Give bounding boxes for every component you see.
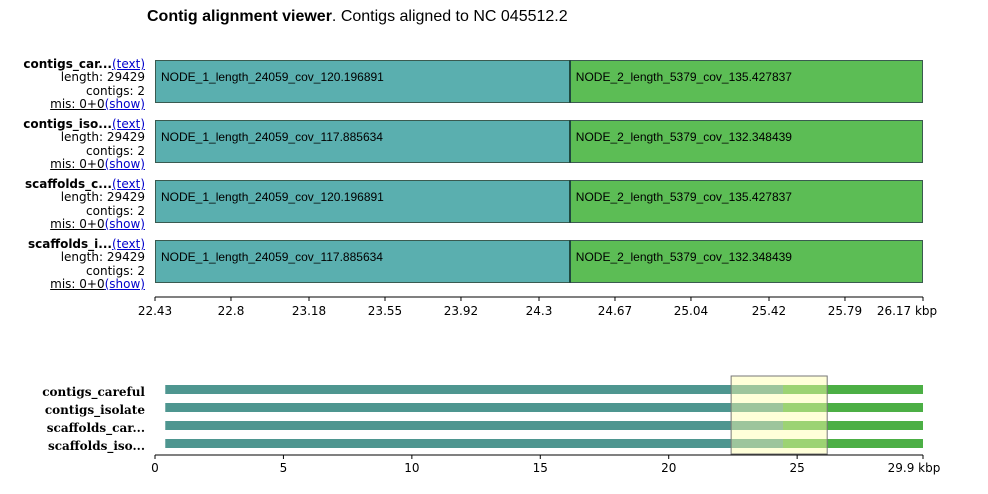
contig-label: NODE_1_length_24059_cov_117.885634	[161, 130, 383, 144]
main-axis-tick-label: 22.43	[138, 304, 172, 318]
row-name: contigs_car...	[23, 57, 112, 71]
row-name: scaffolds_c...	[25, 177, 112, 191]
alignment-track-4: NODE_1_length_24059_cov_117.885634 NODE_…	[155, 240, 923, 285]
text-link[interactable]: (text)	[111, 177, 145, 191]
overview-label-1: contigs_careful	[42, 385, 145, 399]
block-divider	[568, 180, 571, 223]
overview-axis-tick-label: 29.9 kbp	[888, 461, 941, 475]
contig-block-node2[interactable]: NODE_2_length_5379_cov_132.348439	[569, 120, 923, 163]
alignment-track-2: NODE_1_length_24059_cov_117.885634 NODE_…	[155, 120, 923, 165]
block-divider	[568, 60, 571, 103]
overview-axis-tick-label: 15	[533, 461, 548, 475]
text-link[interactable]: (text)	[111, 117, 145, 131]
show-link[interactable]: (show)	[104, 276, 145, 291]
row-length: length: 29429	[60, 130, 145, 145]
row-contigs: contigs: 2	[86, 143, 145, 158]
contig-block-node1[interactable]: NODE_1_length_24059_cov_117.885634	[155, 120, 570, 163]
block-divider	[568, 120, 571, 163]
main-axis-tick-label: 22.8	[218, 304, 245, 318]
overview-bar-node2	[783, 421, 923, 430]
row-info-2: contigs_iso...(text) length: 29429 conti…	[0, 117, 145, 171]
overview-bar-node1	[165, 403, 784, 412]
overview-axis-tick-label: 25	[789, 461, 804, 475]
title-rest: . Contigs aligned to NC 045512.2	[331, 8, 568, 25]
contig-label: NODE_1_length_24059_cov_120.196891	[161, 190, 384, 204]
overview-label-4: scaffolds_iso...	[47, 439, 145, 453]
block-divider	[568, 240, 571, 283]
overview-axis-tick-label: 5	[280, 461, 288, 475]
main-axis-tick-label: 25.04	[674, 304, 708, 318]
overview-axis-tick-label: 0	[151, 461, 159, 475]
overview-bar-node2	[783, 385, 923, 394]
text-link[interactable]: (text)	[111, 237, 145, 251]
row-length: length: 29429	[60, 250, 145, 265]
title-bold: Contig alignment viewer	[147, 8, 332, 25]
row-info-3: scaffolds_c...(text) length: 29429 conti…	[0, 177, 145, 231]
contig-label: NODE_2_length_5379_cov_132.348439	[575, 130, 792, 144]
page-title: Contig alignment viewer. Contigs aligned…	[147, 8, 568, 26]
show-link[interactable]: (show)	[104, 216, 145, 231]
show-link[interactable]: (show)	[104, 96, 145, 111]
contig-block-node1[interactable]: NODE_1_length_24059_cov_120.196891	[155, 180, 570, 223]
row-contigs: contigs: 2	[86, 263, 145, 278]
contig-block-node2[interactable]: NODE_2_length_5379_cov_135.427837	[569, 180, 923, 223]
contig-block-node2[interactable]: NODE_2_length_5379_cov_132.348439	[569, 240, 923, 283]
contig-label: NODE_1_length_24059_cov_120.196891	[161, 70, 384, 84]
row-info-4: scaffolds_i...(text) length: 29429 conti…	[0, 237, 145, 291]
overview-bar-node1	[165, 385, 784, 394]
main-axis-tick-label: 24.67	[598, 304, 632, 318]
main-axis-tick-label: 25.42	[752, 304, 786, 318]
contig-label: NODE_2_length_5379_cov_132.348439	[575, 250, 792, 264]
show-link[interactable]: (show)	[104, 156, 145, 171]
main-axis-tick-label: 25.79	[828, 304, 862, 318]
overview-bar-node1	[165, 421, 784, 430]
overview-bar-node1	[165, 439, 784, 448]
contig-block-node1[interactable]: NODE_1_length_24059_cov_117.885634	[155, 240, 570, 283]
row-length: length: 29429	[60, 70, 145, 85]
main-axis: 22.43 22.8 23.18 23.55 23.92 24.3 24.67 25.04 25…	[138, 296, 937, 318]
row-mis: mis: 0+0	[50, 216, 105, 231]
row-name: contigs_iso...	[23, 117, 112, 131]
contig-label: NODE_2_length_5379_cov_135.427837	[575, 70, 792, 84]
row-length: length: 29429	[60, 190, 145, 205]
overview-panel: 0 5 10 15 20 25 29.9 kbp	[151, 375, 941, 475]
contig-label: NODE_1_length_24059_cov_117.885634	[161, 250, 383, 264]
overview-axis-tick-label: 10	[404, 461, 419, 475]
contig-label: NODE_2_length_5379_cov_135.427837	[575, 190, 792, 204]
row-name: scaffolds_i...	[28, 237, 112, 251]
row-mis: mis: 0+0	[50, 276, 105, 291]
overview-bar-node2	[783, 439, 923, 448]
alignment-track-3: NODE_1_length_24059_cov_120.196891 NODE_…	[155, 180, 923, 225]
row-mis: mis: 0+0	[50, 96, 105, 111]
main-axis-tick-label: 26.17 kbp	[877, 304, 937, 318]
main-axis-tick-label: 23.18	[292, 304, 326, 318]
row-contigs: contigs: 2	[86, 203, 145, 218]
row-info-1: contigs_car...(text) length: 29429 conti…	[0, 57, 145, 111]
overview-bar-node2	[783, 403, 923, 412]
main-axis-tick-label: 23.92	[444, 304, 478, 318]
contig-block-node2[interactable]: NODE_2_length_5379_cov_135.427837	[569, 60, 923, 103]
overview-label-2: contigs_isolate	[44, 403, 145, 417]
text-link[interactable]: (text)	[111, 57, 145, 71]
alignment-track-1: NODE_1_length_24059_cov_120.196891 NODE_…	[155, 60, 923, 105]
overview-label-3: scaffolds_car...	[46, 421, 145, 435]
row-mis: mis: 0+0	[50, 156, 105, 171]
main-axis-tick-label: 23.55	[368, 304, 402, 318]
contig-block-node1[interactable]: NODE_1_length_24059_cov_120.196891	[155, 60, 570, 103]
main-axis-tick-label: 24.3	[526, 304, 553, 318]
overview-axis-tick-label: 20	[661, 461, 676, 475]
row-contigs: contigs: 2	[86, 83, 145, 98]
overview-view-window	[730, 375, 828, 455]
